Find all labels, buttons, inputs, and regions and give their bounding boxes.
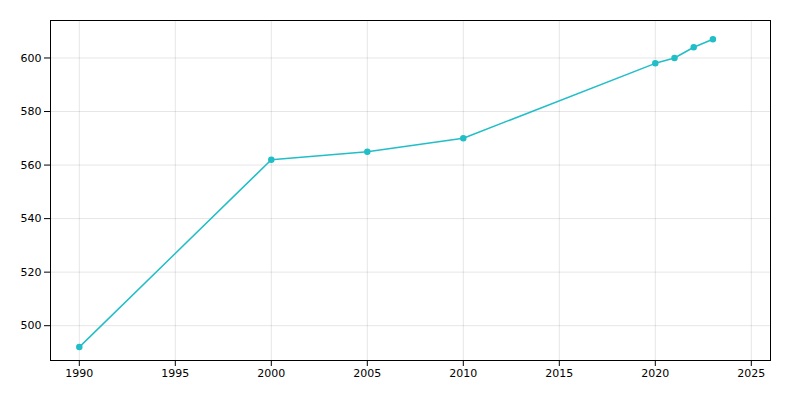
svg-text:2015: 2015 xyxy=(545,367,573,380)
svg-text:560: 560 xyxy=(21,159,42,172)
svg-text:2005: 2005 xyxy=(353,367,381,380)
svg-text:500: 500 xyxy=(21,319,42,332)
svg-text:580: 580 xyxy=(21,105,42,118)
svg-text:600: 600 xyxy=(21,52,42,65)
svg-text:540: 540 xyxy=(21,212,42,225)
svg-text:2010: 2010 xyxy=(449,367,477,380)
svg-text:1990: 1990 xyxy=(65,367,93,380)
svg-text:2000: 2000 xyxy=(257,367,285,380)
svg-text:1995: 1995 xyxy=(161,367,189,380)
svg-text:520: 520 xyxy=(21,266,42,279)
svg-text:2025: 2025 xyxy=(737,367,765,380)
svg-text:2020: 2020 xyxy=(641,367,669,380)
